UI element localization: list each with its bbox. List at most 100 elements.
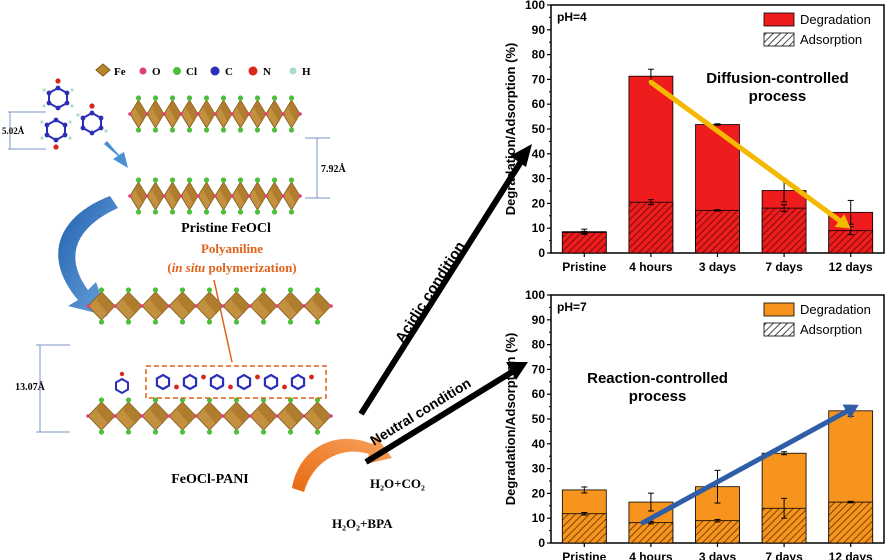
y-tick-label: 20: [532, 196, 546, 210]
x-tick-label: 3 days: [699, 550, 737, 560]
legend-o: O: [139, 66, 161, 78]
adsorption-bar: [695, 209, 740, 254]
cl-atom-icon: [173, 67, 181, 75]
x-tick-label: 4 hours: [629, 550, 673, 560]
legend-fe-label: Fe: [114, 66, 126, 78]
neutral-arrowhead-icon: [506, 362, 528, 380]
chart-legend: Degradation Adsorption: [763, 12, 871, 47]
neutral-condition-label: Neutral condition: [367, 375, 473, 449]
adsorption-bar: [761, 207, 807, 254]
y-tick-label: 70: [532, 362, 546, 376]
chart-ph4: 0 10 20 30 40 50 60 70 80 90 100 Degradation/Adsorp…: [503, 0, 885, 274]
panel-label: pH=7: [557, 300, 587, 314]
insitu-caption: (in situ polymerization): [167, 260, 296, 275]
acidic-condition-label: Acidic condition: [392, 239, 469, 347]
aniline-molecules: 5.02Å: [2, 78, 128, 168]
n-atom-icon: [248, 66, 258, 76]
pani-layer-top: [86, 287, 333, 325]
error-bar: [714, 123, 721, 126]
conversion-curved-arrow-icon: [58, 196, 118, 316]
legend-cl: Cl: [173, 66, 197, 78]
spacing-marker-aniline: 5.02Å: [2, 111, 46, 150]
legend-fe: Fe: [95, 63, 126, 78]
y-tick-label: 10: [532, 511, 546, 525]
c-atom-icon: [210, 66, 220, 76]
adsorption-bar: [628, 201, 674, 254]
error-bar: [714, 518, 721, 523]
spacing-pristine-label: 7.92Å: [321, 163, 347, 175]
error-bar: [847, 500, 854, 504]
schematic-panel: Fe O Cl C N H: [2, 63, 425, 531]
acidic-arrow: [358, 158, 525, 416]
pani-layer-bottom: [86, 397, 333, 435]
polyaniline-chain: [155, 373, 314, 391]
legend-c-label: C: [225, 66, 233, 78]
adsorption-bar: [695, 520, 740, 544]
polyaniline-caption: Polyaniline: [201, 241, 263, 256]
pristine-feocl-structure: 7.92Å Pristine FeOCl: [128, 95, 347, 236]
x-tick-label: 4 hours: [629, 260, 673, 274]
y-tick-label: 90: [532, 23, 546, 37]
y-tick-label: 30: [532, 172, 546, 186]
y-tick-label: 40: [532, 147, 546, 161]
legend-o-label: O: [152, 66, 161, 78]
x-tick-label: 12 days: [829, 260, 873, 274]
polyaniline-chain-box: [145, 365, 327, 399]
legend-degradation-label: Degradation: [800, 12, 871, 27]
x-tick-label: Pristine: [562, 260, 606, 274]
process-annotation: Diffusion-controlled process: [706, 70, 849, 105]
legend-degradation-swatch: [763, 302, 795, 317]
error-bar: [781, 497, 788, 519]
aniline-molecule-icon: [42, 78, 74, 111]
y-tick-label: 20: [532, 486, 546, 500]
y-tick-label: 80: [532, 48, 546, 62]
y-tick-label: 70: [532, 72, 546, 86]
legend-degradation-swatch: [763, 12, 795, 27]
error-bar: [781, 204, 788, 213]
y-tick-label: 60: [532, 387, 546, 401]
spacing-pani-label: 13.07Å: [15, 381, 46, 393]
y-tick-label: 0: [538, 536, 545, 550]
x-tick-label: 12 days: [829, 550, 873, 560]
error-bar: [581, 486, 588, 494]
legend-h-label: H: [302, 66, 311, 78]
x-tick-label: 7 days: [765, 550, 803, 560]
y-axis-label: Degradation/Adsorption (%): [503, 43, 518, 216]
feocl-pani-structure: 13.07Å FeOCl-PANI: [15, 287, 333, 487]
x-tick-label: 3 days: [699, 260, 737, 274]
adsorption-bar: [828, 501, 874, 544]
trend-arrow: [640, 404, 859, 526]
acidic-arrowhead-icon: [510, 144, 532, 167]
adsorption-bar: [561, 513, 607, 544]
legend-adsorption-label: Adsorption: [800, 32, 862, 47]
reaction-curved-arrow-icon: [292, 436, 392, 492]
x-tick-label: 7 days: [765, 260, 803, 274]
feocl-pani-caption: FeOCl-PANI: [171, 472, 249, 487]
error-bar: [581, 230, 588, 234]
x-tick-label: Pristine: [562, 550, 606, 560]
trend-arrow: [648, 79, 851, 229]
y-tick-label: 60: [532, 97, 546, 111]
y-tick-label: 30: [532, 462, 546, 476]
legend-c: C: [210, 66, 233, 78]
error-bar: [647, 199, 654, 206]
error-bar: [647, 492, 654, 512]
reactants-label: H₂O₂+BPA: [332, 516, 393, 531]
y-tick-label: 10: [532, 221, 546, 235]
y-tick-label: 50: [532, 412, 546, 426]
chart-ph7: 0 10 20 30 40 50 60 70 80 90 100 Degradation/Adsorp…: [503, 288, 885, 560]
element-legend: Fe O Cl C N H: [95, 63, 311, 78]
y-tick-label: 100: [525, 0, 545, 12]
products-label: H₂O+CO₂: [370, 476, 425, 491]
legend-adsorption-swatch: [763, 322, 795, 337]
y-tick-label: 100: [525, 288, 545, 302]
feocl-layer-bottom: [128, 177, 302, 215]
panel-label: pH=4: [557, 10, 587, 24]
adsorption-bar: [561, 232, 607, 254]
legend-n: N: [248, 66, 271, 78]
polyaniline-pointer: [213, 279, 233, 363]
adsorption-bar: [628, 522, 674, 544]
legend-n-label: N: [263, 66, 271, 78]
y-tick-label: 80: [532, 338, 546, 352]
